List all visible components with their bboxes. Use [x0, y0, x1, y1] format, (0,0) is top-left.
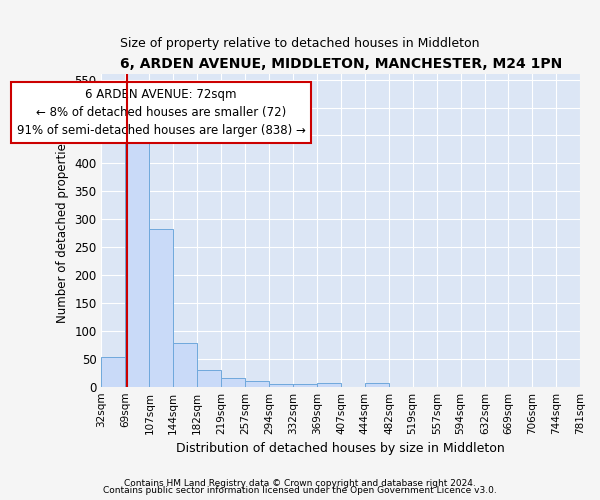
Text: Contains public sector information licensed under the Open Government Licence v3: Contains public sector information licen… — [103, 486, 497, 495]
Y-axis label: Number of detached properties: Number of detached properties — [56, 138, 69, 324]
Title: 6, ARDEN AVENUE, MIDDLETON, MANCHESTER, M24 1PN: 6, ARDEN AVENUE, MIDDLETON, MANCHESTER, … — [119, 58, 562, 71]
Bar — [149, 228, 173, 386]
Bar — [245, 381, 269, 386]
Bar — [365, 384, 389, 386]
X-axis label: Distribution of detached houses by size in Middleton: Distribution of detached houses by size … — [176, 442, 505, 455]
Bar — [101, 357, 125, 386]
Bar — [317, 384, 341, 386]
Bar — [125, 134, 149, 386]
Text: Size of property relative to detached houses in Middleton: Size of property relative to detached ho… — [120, 38, 480, 51]
Bar — [197, 370, 221, 386]
Bar — [269, 384, 293, 386]
Bar — [173, 343, 197, 386]
Text: 6 ARDEN AVENUE: 72sqm
← 8% of detached houses are smaller (72)
91% of semi-detac: 6 ARDEN AVENUE: 72sqm ← 8% of detached h… — [17, 88, 305, 137]
Bar — [293, 384, 317, 386]
Bar — [221, 378, 245, 386]
Text: Contains HM Land Registry data © Crown copyright and database right 2024.: Contains HM Land Registry data © Crown c… — [124, 478, 476, 488]
